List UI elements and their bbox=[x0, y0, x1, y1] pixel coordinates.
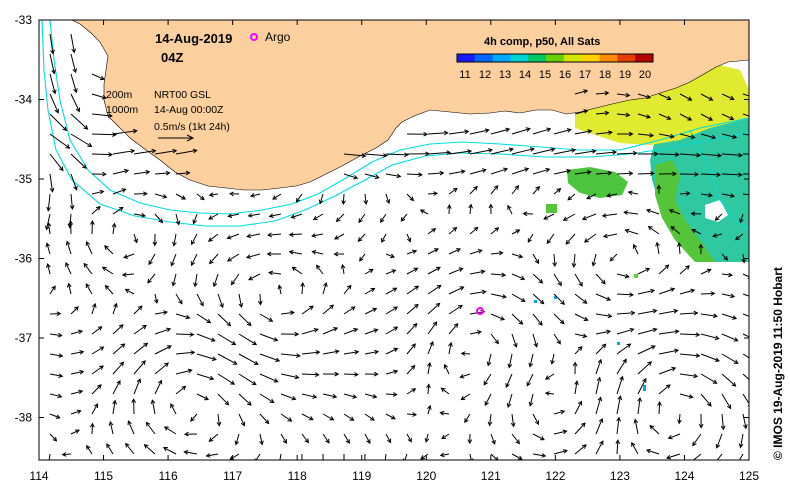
y-tick-label: -33 bbox=[15, 13, 33, 27]
sst-patch-green-dot bbox=[634, 274, 638, 278]
depth-1000-label: 1000m bbox=[106, 104, 138, 116]
sst-patch-green-small bbox=[546, 204, 557, 213]
time-label: 04Z bbox=[161, 50, 183, 65]
colorbar-tick-label: 11 bbox=[459, 69, 470, 81]
x-tick-label: 117 bbox=[223, 469, 242, 483]
x-tick-label: 122 bbox=[545, 469, 565, 483]
colorbar-title: 4h comp, p50, All Sats bbox=[484, 36, 600, 48]
colorbar-swatch bbox=[457, 54, 475, 62]
colorbar-tick-label: 17 bbox=[579, 69, 591, 81]
colorbar-swatch bbox=[528, 54, 546, 62]
current-arrow-head bbox=[752, 193, 756, 197]
current-arrow-shaft bbox=[743, 154, 763, 155]
colorbar-tick-label: 14 bbox=[519, 69, 531, 81]
colorbar-swatch bbox=[635, 54, 653, 62]
current-arrow-head bbox=[750, 295, 754, 299]
date-label: 14-Aug-2019 bbox=[155, 31, 232, 46]
current-arrow-head bbox=[300, 461, 304, 465]
colorbar-swatch bbox=[617, 54, 635, 62]
current-arrow-head bbox=[713, 461, 717, 465]
colorbar-tick-label: 18 bbox=[599, 69, 611, 81]
y-tick-label: -35 bbox=[15, 172, 33, 186]
current-arrow-head bbox=[752, 316, 756, 320]
x-tick-label: 121 bbox=[481, 469, 501, 483]
sst-patch-cyan-dot-3 bbox=[617, 342, 620, 345]
colorbar-tick-label: 20 bbox=[639, 69, 651, 81]
credit-label: © IMOS 19-Aug-2019 11:50 Hobart bbox=[771, 267, 785, 460]
current-arrow-head bbox=[751, 381, 755, 385]
colorbar-tick-label: 16 bbox=[559, 69, 571, 81]
current-arrow-head bbox=[759, 153, 763, 157]
colorbar-swatch bbox=[475, 54, 493, 62]
current-arrow-shaft bbox=[344, 374, 358, 375]
y-tick-label: -38 bbox=[15, 411, 33, 425]
current-arrow-head bbox=[751, 95, 755, 99]
current-arrow-shaft bbox=[659, 154, 679, 155]
current-arrow-head bbox=[363, 461, 367, 465]
depth-200-label: 200m bbox=[106, 89, 133, 101]
colorbar-swatch bbox=[600, 54, 618, 62]
credit-panel: © IMOS 19-Aug-2019 11:50 Hobart bbox=[768, 12, 788, 460]
x-tick-label: 123 bbox=[610, 469, 630, 483]
current-arrow-shaft bbox=[176, 334, 193, 335]
sst-patch-cyan-dot-1 bbox=[534, 300, 537, 303]
x-tick-label: 119 bbox=[352, 469, 371, 483]
x-tick-label: 125 bbox=[739, 469, 759, 483]
current-arrow-shaft bbox=[92, 134, 116, 135]
colorbar-swatch bbox=[564, 54, 582, 62]
colorbar-swatch bbox=[493, 54, 511, 62]
current-arrow-shaft bbox=[701, 293, 714, 294]
colorbar-swatch bbox=[546, 54, 564, 62]
current-arrow-shaft bbox=[92, 154, 112, 155]
x-tick-label: 114 bbox=[29, 469, 48, 483]
x-tick-label: 124 bbox=[674, 469, 694, 483]
scale-label: 0.5m/s (1kt 24h) bbox=[154, 121, 230, 133]
colorbar-swatch bbox=[582, 54, 600, 62]
y-tick-label: -34 bbox=[15, 93, 33, 107]
x-tick-label: 116 bbox=[159, 469, 178, 483]
product-label: NRT00 GSL bbox=[154, 89, 211, 101]
colorbar-swatch bbox=[510, 54, 528, 62]
sst-patch-cyan-dot-4 bbox=[643, 385, 646, 391]
current-arrow-shaft bbox=[638, 173, 654, 174]
current-arrow-head bbox=[751, 115, 755, 119]
colorbar-tick-label: 13 bbox=[499, 69, 511, 81]
x-tick-label: 120 bbox=[416, 469, 436, 483]
x-tick-label: 118 bbox=[288, 469, 307, 483]
current-arrow-head bbox=[342, 461, 346, 465]
current-arrow-shaft bbox=[617, 173, 632, 174]
product-time-label: 14-Aug 00:00Z bbox=[154, 104, 224, 116]
current-arrow-head bbox=[753, 134, 757, 138]
current-arrow-head bbox=[760, 172, 764, 176]
current-arrow-head bbox=[737, 461, 740, 465]
current-arrow-head bbox=[753, 359, 757, 363]
current-arrow-head bbox=[753, 337, 757, 341]
colorbar-tick-label: 19 bbox=[619, 69, 631, 81]
colorbar-tick-label: 12 bbox=[479, 69, 491, 81]
colorbar-tick-label: 15 bbox=[539, 69, 551, 81]
x-tick-label: 115 bbox=[94, 469, 113, 483]
argo-legend-label: Argo bbox=[265, 30, 291, 44]
y-tick-label: -36 bbox=[15, 252, 33, 266]
current-arrow-head bbox=[321, 461, 325, 465]
y-tick-label: -37 bbox=[15, 331, 33, 345]
